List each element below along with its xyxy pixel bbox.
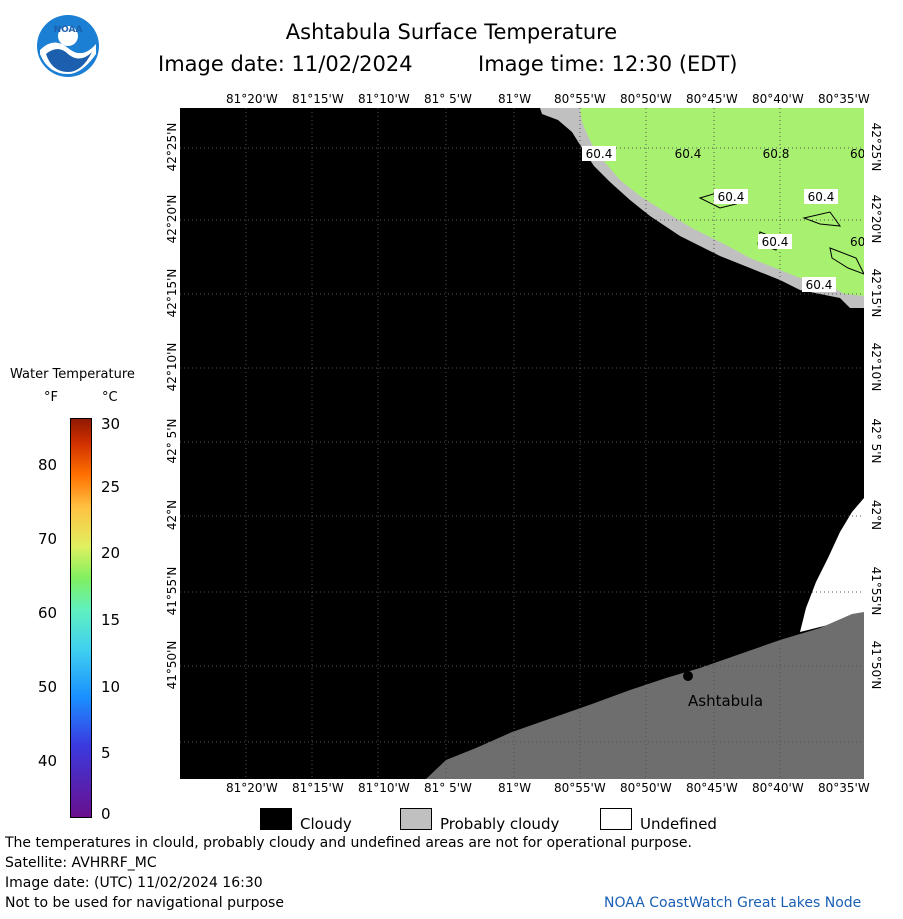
ashtabula-marker[interactable] [683, 671, 693, 681]
lat-label: 42°25'N [165, 117, 179, 177]
c-tick: 10 [101, 678, 120, 696]
lat-label: 41°50'N [165, 635, 179, 695]
lon-label: 80°50'W [620, 92, 672, 106]
lon-label: 81°20'W [226, 92, 278, 106]
lon-label: 80°50'W [620, 781, 672, 795]
f-tick: 40 [38, 752, 57, 770]
lon-label: 80°45'W [686, 781, 738, 795]
footer-credit: NOAA CoastWatch Great Lakes Node [604, 895, 861, 911]
f-tick: 60 [38, 604, 57, 622]
place-label: Ashtabula [688, 692, 763, 710]
lat-label: 41°55'N [165, 561, 179, 621]
footer-image-date: Image date: (UTC) 11/02/2024 16:30 [5, 875, 263, 891]
footer-disclaimer: The temperatures in clould, probably clo… [5, 835, 692, 851]
cloudy-label: Cloudy [300, 815, 352, 833]
lat-label: 42° 5'N [165, 411, 179, 471]
image-date: Image date: 11/02/2024 [158, 52, 413, 76]
temperature-map[interactable]: 60.4 60.4 60.8 60 60.4 60.4 60.4 60 60.4… [180, 108, 864, 779]
temp-label: 60.4 [718, 190, 745, 204]
lon-label: 81°10'W [358, 92, 410, 106]
lon-label: 81° 5'W [424, 781, 472, 795]
lat-label: 42°N [869, 485, 883, 545]
c-tick: 15 [101, 611, 120, 629]
lat-label: 41°55'N [869, 561, 883, 621]
lon-label: 80°35'W [818, 92, 870, 106]
c-tick: 30 [101, 415, 120, 433]
lat-label: 42°10'N [869, 337, 883, 397]
lon-label: 81°W [498, 92, 531, 106]
lon-label: 80°40'W [752, 781, 804, 795]
lat-label: 42°25'N [869, 117, 883, 177]
unit-c: °C [102, 390, 118, 405]
temp-label: 60.4 [762, 235, 789, 249]
temp-label: 60.4 [808, 190, 835, 204]
lat-label: 42°20'N [869, 189, 883, 249]
lon-label: 80°35'W [818, 781, 870, 795]
lon-label: 81° 5'W [424, 92, 472, 106]
lon-label: 80°55'W [554, 92, 606, 106]
lon-label: 80°40'W [752, 92, 804, 106]
temp-label: 60.4 [675, 147, 702, 161]
temp-label: 60 [850, 147, 864, 161]
lon-label: 81°15'W [292, 781, 344, 795]
unit-f: °F [44, 390, 58, 405]
temp-label: 60.8 [763, 147, 790, 161]
temp-label: 60.4 [586, 147, 613, 161]
temp-label: 60.4 [806, 278, 833, 292]
lon-label: 80°55'W [554, 781, 606, 795]
cloudy-swatch [260, 808, 292, 830]
footer-satellite: Satellite: AVHRRF_MC [5, 855, 157, 871]
f-tick: 80 [38, 456, 57, 474]
probably-cloudy-label: Probably cloudy [440, 815, 559, 833]
lat-label: 42°15'N [869, 263, 883, 323]
c-tick: 5 [101, 744, 111, 762]
lon-label: 81°W [498, 781, 531, 795]
lon-label: 81°20'W [226, 781, 278, 795]
page-title: Ashtabula Surface Temperature [0, 20, 903, 44]
lat-label: 42°10'N [165, 337, 179, 397]
lat-label: 41°50'N [869, 635, 883, 695]
undefined-swatch [600, 808, 632, 830]
c-tick: 25 [101, 478, 120, 496]
temp-label: 60 [850, 235, 864, 249]
undefined-label: Undefined [640, 815, 717, 833]
c-tick: 20 [101, 544, 120, 562]
colorbar-title: Water Temperature [10, 367, 135, 382]
footer-navigation-warning: Not to be used for navigational purpose [5, 895, 284, 911]
lat-label: 42°20'N [165, 189, 179, 249]
image-time: Image time: 12:30 (EDT) [478, 52, 738, 76]
c-tick: 0 [101, 805, 111, 823]
f-tick: 70 [38, 530, 57, 548]
colorbar [70, 418, 92, 818]
probably-cloudy-swatch [400, 808, 432, 830]
lat-label: 42°N [165, 485, 179, 545]
f-tick: 50 [38, 678, 57, 696]
lon-label: 81°15'W [292, 92, 344, 106]
lat-label: 42°15'N [165, 263, 179, 323]
lon-label: 80°45'W [686, 92, 738, 106]
lat-label: 42° 5'N [869, 411, 883, 471]
lon-label: 81°10'W [358, 781, 410, 795]
